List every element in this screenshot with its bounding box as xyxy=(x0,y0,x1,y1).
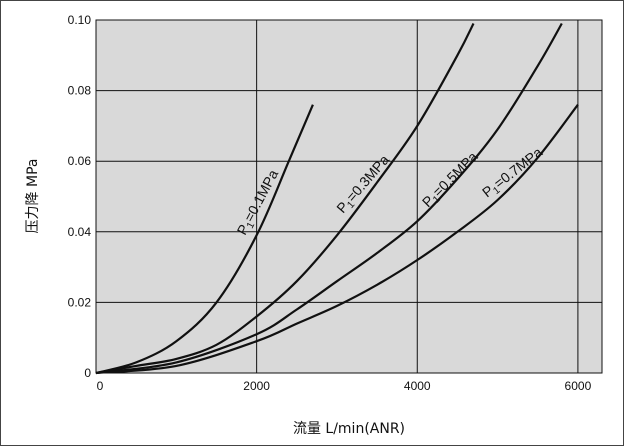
y-tick-label: 0.06 xyxy=(68,154,92,168)
curve-1 xyxy=(95,104,314,375)
curve-4 xyxy=(95,104,579,375)
curve-3 xyxy=(95,22,563,375)
x-tick-label: 0 xyxy=(97,379,104,393)
plot-area xyxy=(95,19,603,374)
curves xyxy=(95,22,579,375)
x-tick-label: 4000 xyxy=(404,379,431,393)
x-axis-label: 流量 L/min(ANR) xyxy=(293,421,405,437)
tick-labels: 0 2000 4000 6000 0 0.02 0.04 0.06 0.08 0.10 xyxy=(68,13,592,393)
x-tick-label: 2000 xyxy=(243,379,270,393)
grid-lines xyxy=(96,19,602,373)
y-tick-label: 0.08 xyxy=(68,84,92,98)
x-tick-label: 6000 xyxy=(565,379,592,393)
y-tick-label: 0.02 xyxy=(68,295,92,309)
curve-2 xyxy=(95,23,475,375)
y-tick-label: 0.04 xyxy=(68,225,92,239)
y-tick-label: 0 xyxy=(84,366,91,380)
y-axis-label: 压力降 MPa xyxy=(25,159,41,234)
y-tick-label: 0.10 xyxy=(68,13,92,27)
